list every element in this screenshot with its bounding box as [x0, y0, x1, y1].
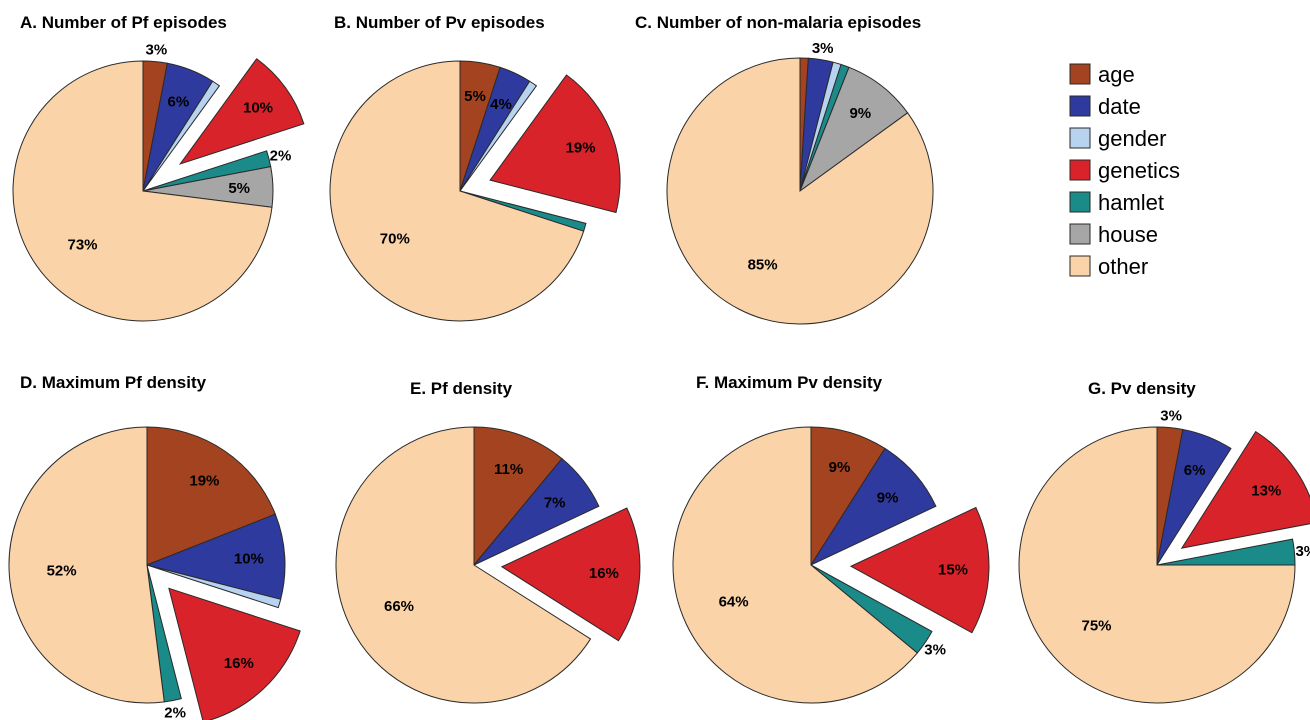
slice-label-other: 52%: [47, 562, 77, 579]
slice-label-age: 3%: [146, 42, 168, 59]
legend-label-other: other: [1098, 254, 1148, 279]
slice-label-hamlet: 3%: [924, 641, 946, 658]
slice-other: [329, 60, 585, 322]
slice-age: [146, 426, 276, 566]
slice-genetics: [849, 506, 990, 634]
slice-label-genetics: 15%: [938, 562, 968, 579]
panel-title-c: C. Number of non-malaria episodes: [635, 13, 921, 32]
slice-label-other: 73%: [67, 236, 97, 253]
slice-label-other: 85%: [748, 257, 778, 274]
legend: age date gender genetics hamlet house other: [1069, 62, 1180, 279]
legend-label-date: date: [1098, 94, 1141, 119]
slice-label-date: 10%: [234, 551, 264, 568]
slice-label-age: 19%: [189, 473, 219, 490]
legend-swatch-age: [1069, 63, 1091, 85]
slice-other: [335, 426, 592, 704]
slice-genetics: [500, 507, 641, 642]
pie-c: 3% 9% 85%: [666, 40, 934, 325]
slice-date: [1156, 428, 1232, 566]
pie-e: 11% 7% 16% 66%: [335, 426, 641, 704]
legend-swatch-date: [1069, 95, 1091, 117]
slice-other: [672, 426, 919, 704]
panel-title-a: A. Number of Pf episodes: [20, 13, 227, 32]
legend-label-age: age: [1098, 62, 1135, 87]
slice-label-genetics: 19%: [566, 140, 596, 157]
slice-label-hamlet: 2%: [164, 704, 186, 720]
legend-swatch-hamlet: [1069, 191, 1091, 213]
slice-label-date: 4%: [490, 96, 512, 113]
slice-label-other: 70%: [380, 230, 410, 247]
slice-label-age: 11%: [494, 461, 523, 478]
slice-date: [473, 457, 600, 566]
slice-label-date: 6%: [168, 94, 190, 111]
slice-hamlet: [1156, 538, 1296, 566]
pie-a: 3% 6% 10% 2% 5% 73%: [12, 42, 305, 322]
panel-title-f: F. Maximum Pv density: [696, 373, 883, 392]
slice-label-other: 64%: [719, 593, 749, 610]
legend-label-gender: gender: [1098, 126, 1167, 151]
slice-gender: [142, 80, 221, 192]
slice-label-age: 3%: [1160, 408, 1182, 425]
legend-label-house: house: [1098, 222, 1158, 247]
slice-date: [145, 513, 286, 600]
slice-genetics: [178, 58, 305, 165]
slice-label-other: 75%: [1081, 618, 1111, 635]
slice-label-age: 9%: [829, 459, 851, 476]
slice-label-genetics: 10%: [243, 99, 273, 116]
slice-label-age: 5%: [464, 88, 486, 105]
slice-gender: [459, 80, 538, 192]
pie-g: 3% 6% 13% 3% 75%: [1018, 408, 1310, 704]
pie-d: 19% 10% 16% 2% 52%: [8, 426, 301, 720]
panel-title-b: B. Number of Pv episodes: [334, 13, 545, 32]
slice-date: [809, 447, 937, 567]
legend-label-hamlet: hamlet: [1098, 190, 1164, 215]
slice-label-genetics: 16%: [224, 655, 254, 672]
legend-label-genetics: genetics: [1098, 158, 1180, 183]
panel-title-e: E. Pf density: [410, 379, 513, 398]
slice-label-date: 9%: [877, 490, 899, 507]
panel-title-d: D. Maximum Pf density: [20, 373, 207, 392]
slice-label-hamlet: 2%: [270, 148, 292, 165]
slice-label-genetics: 16%: [589, 565, 619, 582]
slice-gender: [146, 564, 282, 609]
slice-age: [473, 426, 563, 567]
legend-swatch-genetics: [1069, 159, 1091, 181]
slice-other: [1018, 426, 1296, 704]
slice-other: [12, 60, 273, 322]
slice-other: [666, 57, 934, 325]
slice-label-genetics: 13%: [1251, 483, 1281, 500]
slice-genetics: [489, 74, 621, 214]
panel-title-g: G. Pv density: [1088, 379, 1196, 398]
slice-label-date: 7%: [544, 494, 566, 511]
legend-swatch-house: [1069, 223, 1091, 245]
slice-label-house: 9%: [849, 105, 871, 122]
slice-genetics: [168, 587, 301, 720]
slice-label-date: 6%: [1184, 462, 1206, 479]
slice-other: [8, 426, 165, 704]
slice-label-other: 66%: [384, 598, 414, 615]
legend-swatch-gender: [1069, 127, 1091, 149]
slice-label-hamlet: 3%: [1295, 543, 1310, 560]
pie-b: 5% 4% 19% 70%: [329, 60, 621, 322]
pie-f: 9% 9% 15% 3% 64%: [672, 426, 990, 704]
slice-label-date: 3%: [812, 40, 834, 57]
slice-label-house: 5%: [228, 180, 250, 197]
slice-genetics: [1180, 430, 1310, 549]
legend-swatch-other: [1069, 255, 1091, 277]
